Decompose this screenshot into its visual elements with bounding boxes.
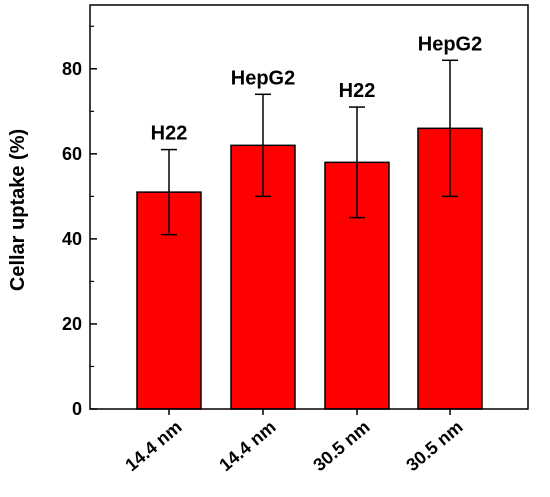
x-tick-label-3: 30.5 nm [309, 417, 373, 475]
bar-label-2: HepG2 [231, 67, 295, 89]
y-tick-label-0: 0 [72, 399, 82, 419]
bar-label-4: HepG2 [418, 33, 482, 55]
x-tick-label-4: 30.5 nm [402, 417, 466, 475]
y-tick-label-60: 60 [62, 144, 82, 164]
x-tick-label-1: 14.4 nm [121, 417, 185, 475]
y-axis-label: Cellar uptake (%) [7, 129, 29, 291]
bar-label-3: H22 [339, 80, 376, 102]
plot-area: H22 14.4 nm HepG2 14.4 nm H22 30.5 nm HepG2 30.… [62, 4, 529, 475]
x-tick-label-2: 14.4 nm [215, 417, 279, 475]
y-tick-label-80: 80 [62, 59, 82, 79]
plot-frame [89, 4, 529, 410]
bar-label-1: H22 [151, 123, 188, 145]
y-tick-label-20: 20 [62, 314, 82, 334]
y-tick-label-40: 40 [62, 229, 82, 249]
